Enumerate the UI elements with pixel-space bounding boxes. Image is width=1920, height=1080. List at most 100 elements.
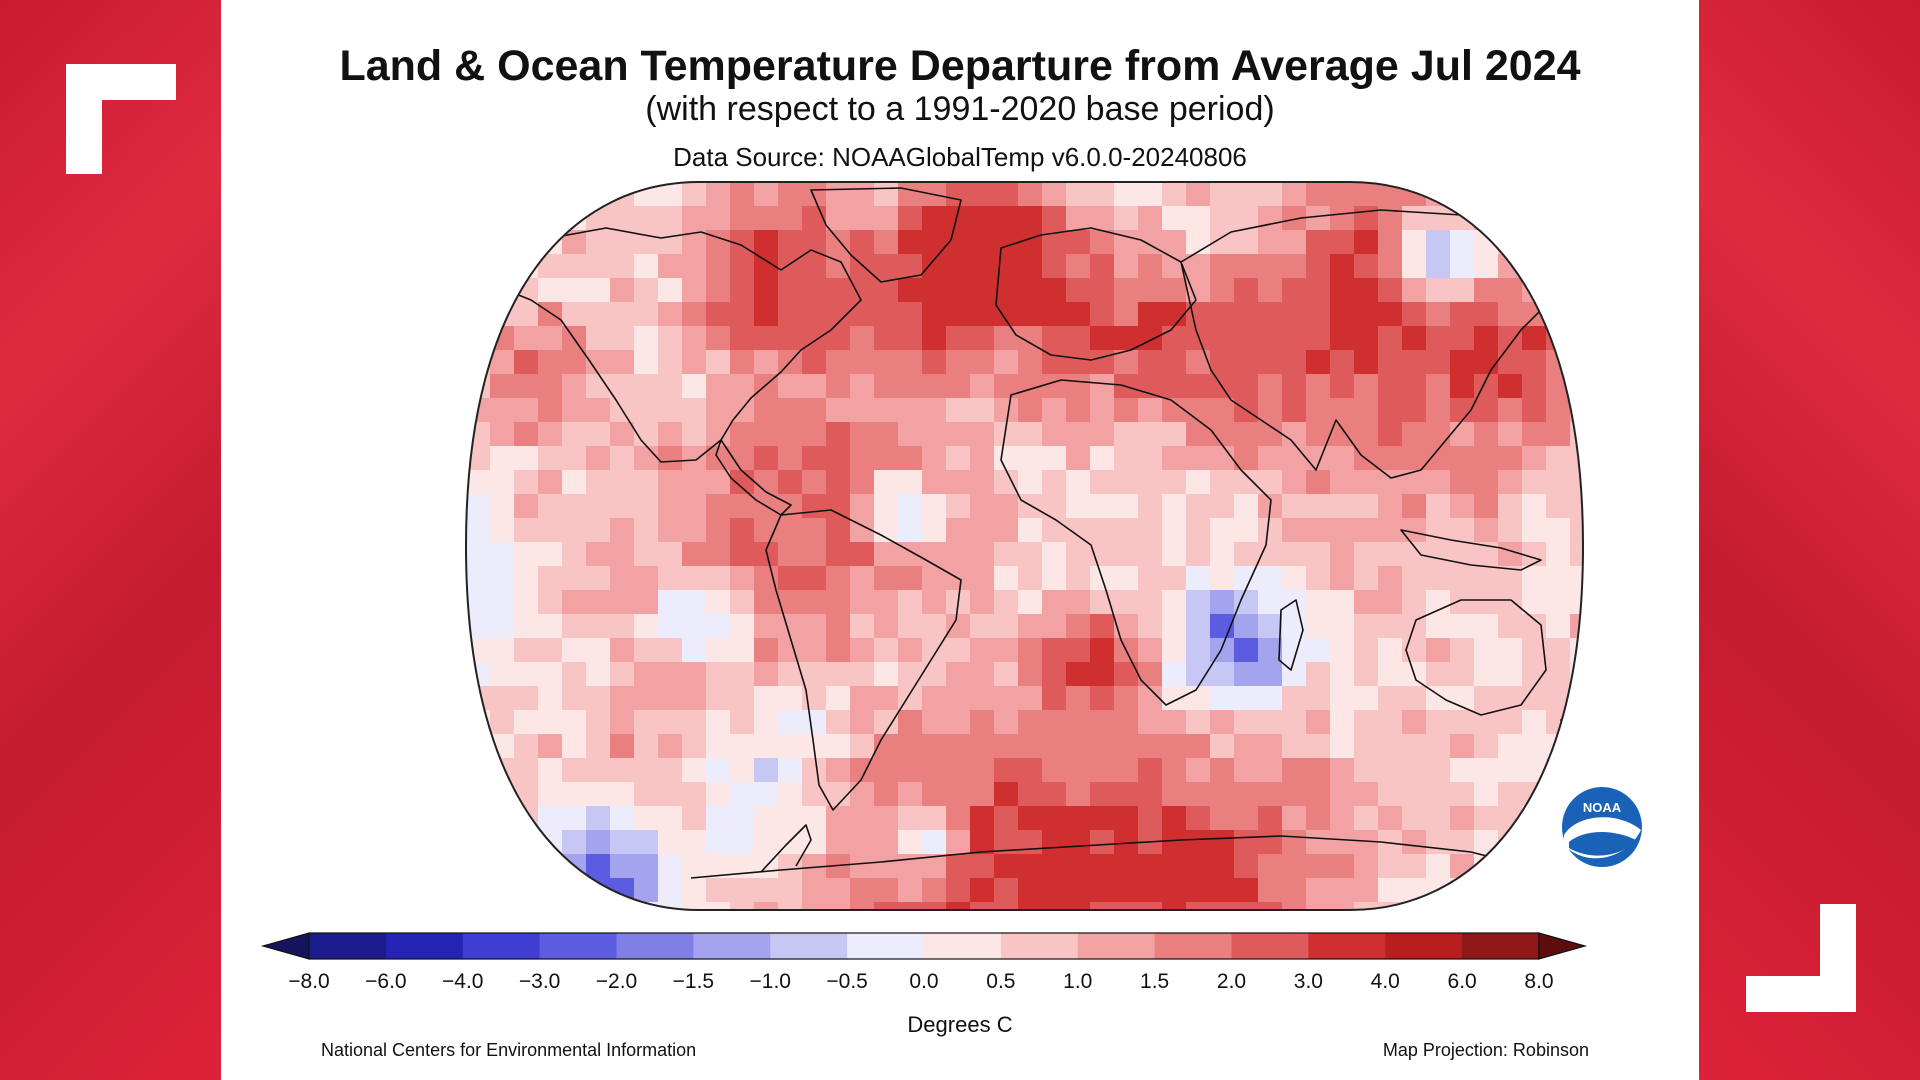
anomaly-cell xyxy=(1138,542,1163,567)
anomaly-cell xyxy=(730,326,755,351)
anomaly-cell xyxy=(1546,230,1571,255)
anomaly-cell xyxy=(1138,902,1163,910)
anomaly-cell xyxy=(1570,758,1583,783)
anomaly-cell xyxy=(610,326,635,351)
anomaly-cell xyxy=(1378,230,1403,255)
anomaly-cell xyxy=(466,206,491,231)
anomaly-cell xyxy=(586,638,611,663)
anomaly-cell xyxy=(682,638,707,663)
anomaly-cell xyxy=(826,206,851,231)
anomaly-cell xyxy=(826,662,851,687)
anomaly-cell xyxy=(1018,734,1043,759)
anomaly-cell xyxy=(538,614,563,639)
anomaly-cell xyxy=(1546,182,1571,207)
anomaly-cell xyxy=(1258,230,1283,255)
anomaly-cell xyxy=(1306,518,1331,543)
anomaly-cell xyxy=(586,422,611,447)
anomaly-cell xyxy=(1258,590,1283,615)
anomaly-cell xyxy=(1042,878,1067,903)
anomaly-cell xyxy=(658,662,683,687)
anomaly-cell xyxy=(1546,398,1571,423)
anomaly-cell xyxy=(514,302,539,327)
anomaly-cell xyxy=(490,254,515,279)
anomaly-cell xyxy=(1042,446,1067,471)
anomaly-cell xyxy=(850,230,875,255)
anomaly-cell xyxy=(610,446,635,471)
anomaly-cell xyxy=(562,182,587,207)
anomaly-cell xyxy=(1354,230,1379,255)
anomaly-cell xyxy=(1018,230,1043,255)
anomaly-cell xyxy=(874,638,899,663)
anomaly-cell xyxy=(1090,374,1115,399)
anomaly-cell xyxy=(1306,446,1331,471)
anomaly-cell xyxy=(706,878,731,903)
anomaly-cell xyxy=(1402,398,1427,423)
footer-projection: Map Projection: Robinson xyxy=(1382,1040,1589,1060)
anomaly-cell xyxy=(850,902,875,910)
anomaly-cell xyxy=(1162,710,1187,735)
anomaly-cell xyxy=(1138,350,1163,375)
anomaly-cell xyxy=(538,494,563,519)
anomaly-cell xyxy=(1066,422,1091,447)
anomaly-cell xyxy=(1330,302,1355,327)
anomaly-cell xyxy=(1138,710,1163,735)
anomaly-cell xyxy=(1354,254,1379,279)
anomaly-cell xyxy=(466,590,491,615)
anomaly-cell xyxy=(1522,566,1547,591)
anomaly-cell xyxy=(778,782,803,807)
anomaly-cell xyxy=(874,230,899,255)
anomaly-cell xyxy=(466,254,491,279)
anomaly-cell xyxy=(1090,470,1115,495)
noaa-logo: NOAA xyxy=(1562,787,1642,867)
anomaly-cell xyxy=(946,614,971,639)
anomaly-cell xyxy=(658,302,683,327)
anomaly-cell xyxy=(634,830,659,855)
anomaly-cell xyxy=(658,326,683,351)
anomaly-cell xyxy=(1570,518,1583,543)
anomaly-cell xyxy=(994,662,1019,687)
anomaly-cell xyxy=(922,782,947,807)
anomaly-cell xyxy=(490,686,515,711)
anomaly-cell xyxy=(1570,902,1583,910)
legend-swatch xyxy=(693,933,771,959)
anomaly-cell xyxy=(1426,902,1451,910)
anomaly-cell xyxy=(586,854,611,879)
anomaly-cell xyxy=(1522,398,1547,423)
anomaly-cell xyxy=(1042,734,1067,759)
anomaly-cell xyxy=(1330,566,1355,591)
anomaly-cell xyxy=(634,734,659,759)
anomaly-cell xyxy=(682,662,707,687)
anomaly-cell xyxy=(730,734,755,759)
anomaly-cell xyxy=(1330,710,1355,735)
anomaly-cell xyxy=(538,470,563,495)
anomaly-cell xyxy=(946,782,971,807)
anomaly-cell xyxy=(946,182,971,207)
anomaly-cell xyxy=(874,206,899,231)
anomaly-cell xyxy=(1330,470,1355,495)
anomaly-cell xyxy=(1234,902,1259,910)
anomaly-cell xyxy=(586,782,611,807)
anomaly-cell xyxy=(802,902,827,910)
anomaly-cell xyxy=(490,350,515,375)
anomaly-cell xyxy=(658,614,683,639)
anomaly-cell xyxy=(1234,278,1259,303)
anomaly-cell xyxy=(1378,470,1403,495)
anomaly-cell xyxy=(1234,830,1259,855)
anomaly-cell xyxy=(970,854,995,879)
anomaly-cell xyxy=(1114,734,1139,759)
anomaly-cell xyxy=(1354,710,1379,735)
anomaly-cell xyxy=(1066,806,1091,831)
anomaly-cell xyxy=(514,494,539,519)
anomaly-cell xyxy=(730,518,755,543)
anomaly-cell xyxy=(1354,734,1379,759)
anomaly-cell xyxy=(730,206,755,231)
anomaly-cell xyxy=(994,878,1019,903)
anomaly-cell xyxy=(874,782,899,807)
anomaly-cell xyxy=(682,734,707,759)
anomaly-cell xyxy=(1546,446,1571,471)
anomaly-cell xyxy=(1402,374,1427,399)
anomaly-cell xyxy=(946,878,971,903)
anomaly-cell xyxy=(1378,566,1403,591)
anomaly-cell xyxy=(1114,878,1139,903)
anomaly-cell xyxy=(1402,734,1427,759)
